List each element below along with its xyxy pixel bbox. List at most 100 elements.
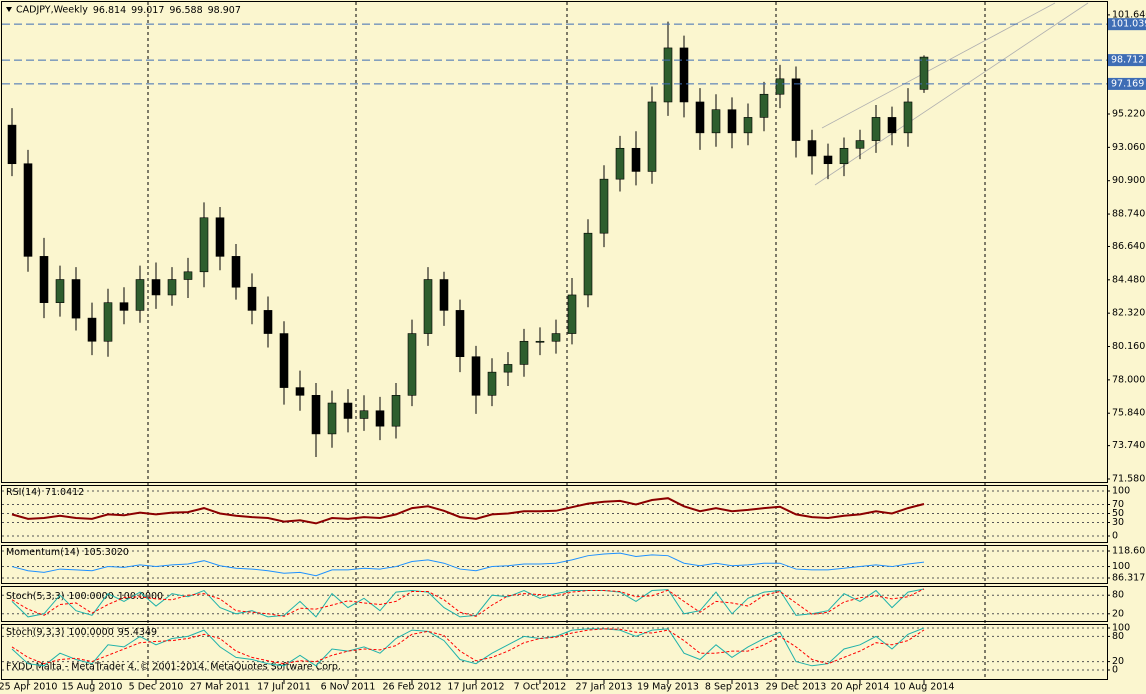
candle-body [663,47,673,103]
indicator-name: RSI(14) [6,487,41,498]
indicator-line [11,588,925,617]
candle-body [471,356,481,396]
candle-body [791,78,801,141]
candle-body [279,333,289,388]
level-label-box [1108,77,1146,90]
candle-body [295,387,305,396]
candle-body [439,279,449,311]
x-tick-label: 15 Aug 2010 [62,682,123,693]
candle-body [519,340,529,365]
indicator-name: Momentum(14) [6,547,80,558]
x-tick-label: 5 Dec 2010 [129,682,184,693]
candle-body [631,147,641,172]
candle-body [215,217,225,257]
panel-title: Stoch(9,3,3) 100.0000 95.4349 [6,627,157,638]
candle-body [535,340,545,343]
y-tick-label: 95.220 [1112,109,1145,120]
candle-body [567,294,577,334]
candle-body [711,109,721,134]
y-tick-label: 84.480 [1112,274,1145,285]
candle-body [71,279,81,319]
candle-body [343,402,353,419]
candle-body [727,109,737,134]
panel-title: Stoch(5,3,3) 100.0000 100.0000 [6,591,163,602]
x-tick-label: 17 Jul 2011 [257,682,311,693]
panel-title: RSI(14) 71.0412 [6,487,84,498]
indicator-value: 105.3020 [84,547,129,558]
y-tick-label: 93.060 [1112,142,1145,153]
collapse-icon[interactable] [6,7,12,12]
candle-body [311,395,321,435]
y-tick-label: 30 [1112,517,1124,528]
indicator-value: 71.0412 [45,487,84,498]
ohlc-value: 96.814 [93,5,126,16]
indicator-name: Stoch(5,3,3) [6,591,64,602]
candle-body [903,101,913,134]
y-tick-label: 86.3171 [1112,573,1146,584]
ohlc-value: 99.017 [131,5,164,16]
ohlc-value: 98.907 [208,5,241,16]
candle-body [23,163,33,257]
y-tick-label: 100 [1112,561,1130,572]
candle-body [647,101,657,172]
candle-body [87,317,97,342]
x-tick-label: 6 Nov 2011 [321,682,376,693]
footer: FXDD Malta - MetaTrader 4, © 2001-2014, … [6,662,341,673]
candle-body [39,256,49,303]
candle-body [775,78,785,95]
y-tick-label: 70 [1112,499,1124,510]
y-tick-label: 20 [1112,608,1124,619]
candle-body [199,217,209,273]
candle-body [743,117,753,134]
panel-frame [1,624,1108,680]
candle-body [391,395,401,427]
y-tick-label: 50 [1112,508,1124,519]
indicator-line [11,497,925,525]
candle-body [231,256,241,288]
indicator-value: 100.0000 [68,591,113,602]
y-tick-label: 88.740 [1112,209,1145,220]
y-tick-label: 82.320 [1112,308,1145,319]
x-tick-label: 17 Jun 2012 [447,682,504,693]
y-tick-label: 80 [1112,631,1124,642]
x-tick-label: 27 Mar 2011 [190,682,250,693]
indicator-line [11,627,925,667]
y-tick-label: 75.840 [1112,408,1145,419]
candle-body [887,117,897,134]
y-tick-label: 118.6022 [1112,546,1146,557]
panel-frame [1,545,1108,584]
candle-body [327,402,337,435]
candle-body [103,302,113,342]
candle-body [55,279,65,303]
candle-body [119,302,129,311]
candle-body [7,124,17,165]
x-tick-label: 10 Aug 2014 [894,682,955,693]
panel-frame [1,586,1108,622]
level-label: 98.712 [1111,55,1144,66]
indicator-line [11,552,925,577]
panel-frames [1,1,1108,680]
candle-body [263,310,273,334]
candle-body [135,279,145,311]
indicator-value: 100.0000 [68,627,113,638]
candle-body [455,310,465,358]
x-tick-label: 27 Jan 2013 [576,682,633,693]
x-tick-label: 20 Apr 2014 [831,682,890,693]
candle-body [359,410,369,419]
panel-frame [1,1,1108,483]
y-tick-label: 100 [1112,623,1130,634]
candle-body [807,140,817,157]
indicator-name: Stoch(9,3,3) [6,627,64,638]
indicator-value: 100.0000 [118,591,163,602]
candle-body [151,279,161,296]
candle-body [919,56,929,90]
candle-body [855,140,865,149]
y-tick-label: 101.640 [1112,9,1146,20]
candle-body [407,333,417,396]
indicator-value: 95.4349 [118,627,157,638]
x-tick-label: 8 Sep 2013 [705,682,759,693]
x-tick-label: 7 Oct 2012 [514,682,567,693]
level-label-box [1108,18,1146,31]
x-tick-label: 26 Feb 2012 [382,682,441,693]
